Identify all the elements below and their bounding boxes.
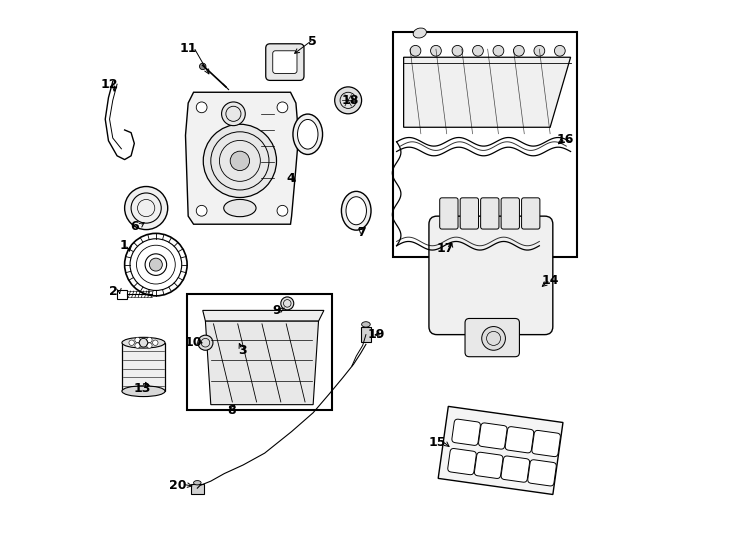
Polygon shape — [206, 321, 319, 404]
Circle shape — [534, 45, 545, 56]
Text: 11: 11 — [179, 42, 197, 55]
Text: 17: 17 — [436, 242, 454, 255]
FancyBboxPatch shape — [440, 198, 458, 229]
FancyBboxPatch shape — [452, 419, 480, 446]
Text: 13: 13 — [134, 382, 151, 395]
Polygon shape — [404, 57, 570, 127]
Circle shape — [129, 340, 134, 346]
FancyBboxPatch shape — [273, 51, 297, 73]
Circle shape — [153, 340, 158, 346]
Circle shape — [514, 45, 524, 56]
Text: 16: 16 — [556, 133, 574, 146]
Ellipse shape — [341, 191, 371, 230]
Bar — [122, 343, 165, 391]
Bar — [117, 290, 127, 299]
Ellipse shape — [194, 481, 201, 485]
Ellipse shape — [293, 114, 322, 154]
Circle shape — [493, 45, 504, 56]
Ellipse shape — [297, 119, 318, 149]
Text: 12: 12 — [101, 78, 118, 91]
Circle shape — [196, 102, 207, 113]
Text: 20: 20 — [169, 479, 186, 492]
FancyBboxPatch shape — [501, 456, 530, 482]
Circle shape — [281, 297, 294, 310]
Text: 15: 15 — [428, 436, 446, 449]
FancyBboxPatch shape — [522, 198, 540, 229]
Bar — [393, 32, 577, 256]
FancyBboxPatch shape — [429, 216, 553, 335]
FancyBboxPatch shape — [465, 319, 520, 357]
Circle shape — [230, 151, 250, 171]
Circle shape — [410, 45, 421, 56]
Ellipse shape — [122, 386, 165, 396]
FancyBboxPatch shape — [448, 449, 476, 475]
FancyBboxPatch shape — [501, 198, 520, 229]
Text: 18: 18 — [341, 94, 358, 107]
Ellipse shape — [122, 338, 165, 348]
Circle shape — [147, 343, 152, 348]
Polygon shape — [203, 310, 324, 321]
Text: 1: 1 — [119, 239, 128, 252]
Circle shape — [431, 45, 441, 56]
Circle shape — [150, 258, 162, 271]
Circle shape — [200, 63, 206, 70]
Circle shape — [277, 102, 288, 113]
Ellipse shape — [413, 28, 426, 38]
Text: 4: 4 — [286, 172, 295, 185]
Circle shape — [473, 45, 484, 56]
Text: 10: 10 — [185, 336, 203, 349]
FancyBboxPatch shape — [479, 423, 507, 449]
FancyBboxPatch shape — [474, 452, 503, 478]
Circle shape — [135, 337, 140, 342]
FancyBboxPatch shape — [460, 198, 479, 229]
Circle shape — [452, 45, 463, 56]
Circle shape — [198, 335, 213, 350]
Ellipse shape — [362, 322, 370, 327]
Bar — [186, 294, 332, 410]
Bar — [438, 407, 563, 495]
FancyBboxPatch shape — [532, 430, 560, 457]
FancyBboxPatch shape — [481, 198, 499, 229]
Bar — [191, 484, 204, 494]
Circle shape — [335, 87, 362, 114]
Circle shape — [196, 205, 207, 216]
FancyBboxPatch shape — [266, 44, 304, 80]
Bar — [360, 327, 371, 342]
Circle shape — [222, 102, 245, 126]
Circle shape — [147, 337, 152, 342]
Polygon shape — [186, 92, 299, 224]
Text: 5: 5 — [308, 35, 316, 48]
Circle shape — [277, 205, 288, 216]
Circle shape — [482, 327, 506, 350]
Text: 19: 19 — [368, 328, 385, 341]
Text: 3: 3 — [238, 345, 247, 357]
Text: 6: 6 — [130, 220, 139, 233]
Ellipse shape — [224, 199, 256, 217]
Circle shape — [125, 186, 167, 230]
Text: 2: 2 — [109, 285, 118, 298]
FancyBboxPatch shape — [505, 427, 534, 453]
Circle shape — [554, 45, 565, 56]
Text: 8: 8 — [227, 403, 236, 416]
Text: 9: 9 — [273, 304, 281, 317]
FancyBboxPatch shape — [528, 460, 556, 486]
Text: 7: 7 — [357, 226, 366, 239]
Circle shape — [203, 124, 277, 198]
Text: 14: 14 — [542, 274, 559, 287]
Ellipse shape — [346, 197, 366, 225]
Circle shape — [135, 343, 140, 348]
